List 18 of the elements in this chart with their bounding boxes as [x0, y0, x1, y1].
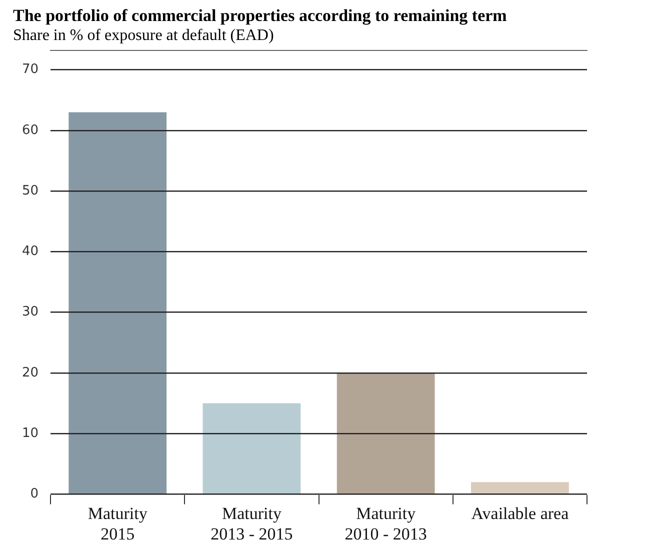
bar: [336, 372, 435, 494]
x-tick-label: Maturity 2013 - 2015: [210, 504, 293, 544]
bar: [470, 482, 569, 494]
bar: [202, 403, 301, 494]
x-tick-label: Maturity 2015: [88, 504, 148, 544]
y-tick-label: 0: [30, 486, 39, 502]
y-tick-label: 70: [22, 62, 39, 78]
y-tick-label: 60: [22, 122, 39, 138]
bar: [68, 112, 167, 494]
chart-subtitle: Share in % of exposure at default (EAD): [13, 27, 274, 45]
y-tick-label: 40: [22, 244, 39, 260]
chart-title: The portfolio of commercial properties according to remaining term: [13, 6, 507, 26]
x-tick-label: Available area: [471, 504, 570, 523]
y-tick-label: 50: [22, 183, 39, 198]
y-tick-label: 20: [22, 365, 39, 380]
y-tick-label: 30: [22, 304, 39, 320]
x-tick-label: Maturity 2010 - 2013: [344, 504, 427, 544]
y-tick-label: 10: [22, 426, 39, 441]
